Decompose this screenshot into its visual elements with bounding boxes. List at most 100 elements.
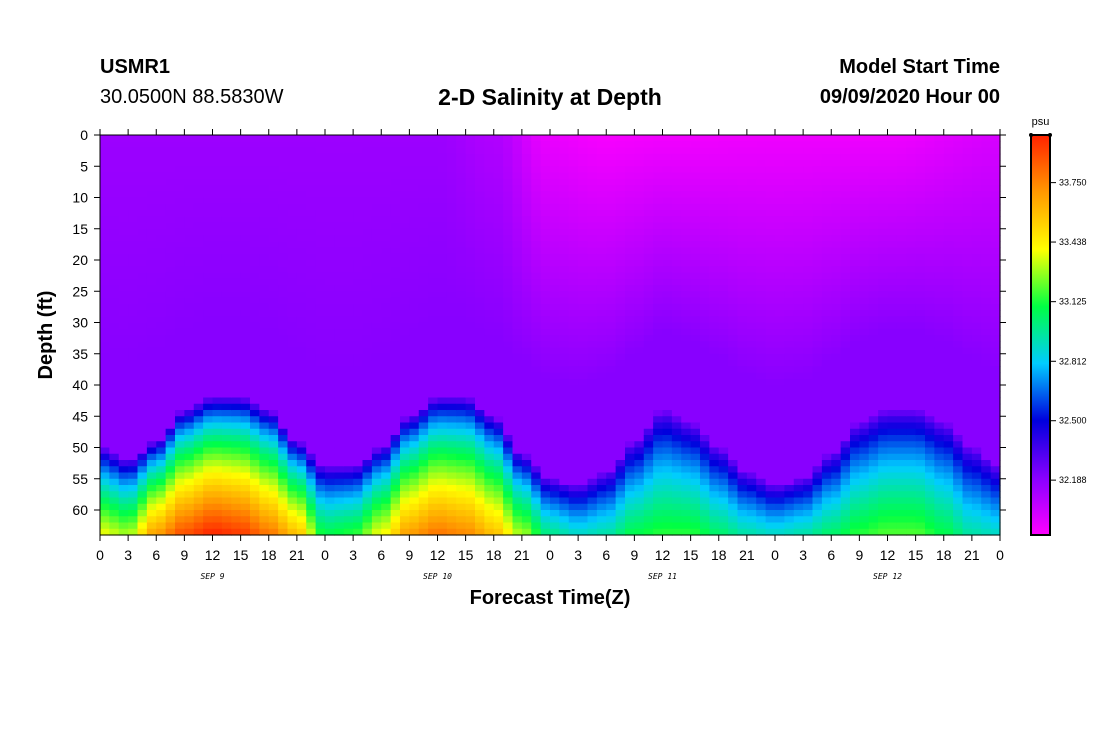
heatmap-cell [700, 153, 710, 161]
heatmap-cell [671, 378, 682, 386]
heatmap-cell [146, 310, 157, 317]
heatmap-cell [353, 303, 364, 311]
heatmap-cell [615, 191, 626, 199]
heatmap-cell [681, 291, 692, 299]
heatmap-cell [728, 360, 739, 367]
heatmap-cell [371, 435, 382, 442]
heatmap-cell [334, 341, 345, 349]
heatmap-cell [484, 447, 495, 455]
heatmap-cell [484, 522, 495, 530]
heatmap-cell [418, 266, 429, 274]
heatmap-cell [578, 353, 589, 361]
heatmap-cell [259, 503, 270, 511]
heatmap-cell [568, 260, 579, 267]
heatmap-cell [718, 191, 729, 199]
heatmap-cell [437, 491, 448, 499]
heatmap-cell [775, 360, 785, 367]
heatmap-cell [568, 247, 579, 255]
heatmap-cell [578, 391, 589, 399]
heatmap-cell [193, 510, 204, 517]
heatmap-cell [268, 335, 279, 342]
heatmap-cell [653, 322, 664, 330]
heatmap-cell [606, 335, 617, 342]
heatmap-cell [165, 522, 176, 530]
heatmap-cell [278, 278, 289, 286]
heatmap-cell [118, 478, 129, 486]
heatmap-cell [353, 266, 364, 274]
heatmap-cell [671, 528, 682, 536]
heatmap-cell [540, 366, 551, 374]
heatmap-cell [446, 466, 457, 474]
heatmap-cell [634, 203, 645, 211]
heatmap-cell [250, 197, 260, 205]
heatmap-cell [531, 160, 542, 167]
heatmap-cell [465, 366, 476, 374]
heatmap-cell [653, 272, 664, 280]
heatmap-cell [634, 372, 645, 380]
heatmap-cell [568, 460, 579, 467]
heatmap-cell [362, 422, 373, 430]
heatmap-cell [718, 328, 729, 336]
heatmap-cell [446, 285, 457, 292]
heatmap-cell [512, 360, 523, 367]
heatmap-cell [812, 316, 823, 324]
heatmap-cell [681, 372, 692, 380]
heatmap-cell [709, 503, 720, 511]
heatmap-cell [756, 503, 767, 511]
heatmap-cell [118, 466, 129, 474]
heatmap-cell [521, 272, 532, 280]
heatmap-cell [240, 203, 251, 211]
heatmap-cell [653, 341, 664, 349]
heatmap-cell [315, 303, 326, 311]
heatmap-cell [296, 478, 307, 486]
heatmap-cell [803, 366, 814, 374]
heatmap-cell [681, 435, 692, 442]
heatmap-cell [521, 153, 532, 161]
heatmap-cell [737, 297, 748, 305]
heatmap-cell [343, 441, 354, 449]
heatmap-cell [596, 497, 607, 505]
heatmap-cell [418, 335, 429, 342]
heatmap-cell [137, 247, 148, 255]
heatmap-cell [540, 403, 551, 411]
heatmap-cell [203, 222, 214, 230]
heatmap-cell [456, 147, 467, 155]
heatmap-cell [156, 422, 167, 430]
heatmap-cell [118, 328, 129, 336]
heatmap-cell [596, 166, 607, 174]
heatmap-cell [803, 266, 814, 274]
heatmap-cell [165, 485, 176, 492]
heatmap-cell [550, 403, 560, 411]
heatmap-cell [550, 385, 560, 392]
heatmap-cell [793, 453, 804, 461]
heatmap-cell [156, 528, 167, 536]
heatmap-cell [596, 485, 607, 492]
heatmap-cell [315, 410, 326, 417]
heatmap-cell [278, 197, 289, 205]
heatmap-cell [465, 428, 476, 436]
heatmap-cell [821, 203, 832, 211]
heatmap-cell [306, 135, 317, 142]
heatmap-cell [540, 210, 551, 217]
heatmap-cell [531, 272, 542, 280]
heatmap-cell [268, 347, 279, 355]
heatmap-cell [325, 166, 335, 174]
heatmap-cell [446, 178, 457, 186]
heatmap-cell [746, 328, 757, 336]
heatmap-cell [343, 328, 354, 336]
heatmap-cell [400, 328, 410, 336]
heatmap-cell [550, 347, 560, 355]
heatmap-cell [559, 497, 570, 505]
heatmap-cell [146, 491, 157, 499]
heatmap-cell [709, 135, 720, 142]
heatmap-cell [512, 297, 523, 305]
heatmap-cell [390, 385, 401, 392]
heatmap-cell [400, 335, 410, 342]
heatmap-cell [315, 447, 326, 455]
heatmap-cell [315, 428, 326, 436]
heatmap-cell [709, 278, 720, 286]
heatmap-cell [118, 297, 129, 305]
heatmap-cell [512, 391, 523, 399]
heatmap-cell [784, 528, 795, 536]
heatmap-cell [746, 310, 757, 317]
